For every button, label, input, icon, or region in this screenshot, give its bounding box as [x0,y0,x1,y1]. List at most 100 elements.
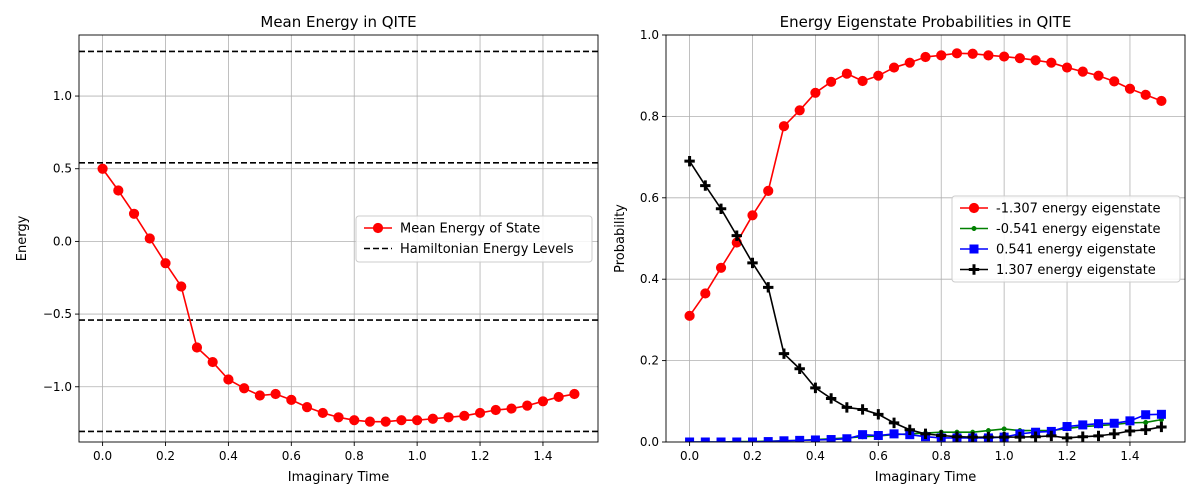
data-point [936,50,947,61]
legend-label: 0.541 energy eigenstate [996,243,1156,258]
x-tick-label: 1.0 [995,449,1014,463]
legend-swatch-marker [968,202,980,214]
data-point [763,185,774,196]
data-point [317,407,328,419]
legend-label: 1.307 energy eigenstate [996,263,1156,278]
data-point [983,50,994,61]
data-point [1001,426,1007,432]
data-point [1109,418,1119,428]
data-point [857,404,868,415]
plot-contents [684,48,1167,442]
chart-0: 0.0 0.2 0.4 0.6 0.8 1.0 1.2 1.4 −1.0 −0.5 0.0 0.5 1.… [15,13,599,485]
data-point [1143,419,1149,426]
data-point [873,409,884,420]
x-tick-label: 0.2 [156,449,175,463]
data-point [888,417,900,429]
data-point [1030,55,1041,66]
data-point [810,382,821,394]
data-point [1093,430,1104,442]
x-tick-label: 1.4 [1120,449,1139,463]
data-point [920,51,931,63]
data-point [239,383,250,394]
data-point [841,402,853,413]
x-tick-label: 0.6 [869,449,888,463]
legend-swatch-marker [372,222,384,234]
axes-frame [665,34,1186,443]
data-point [779,436,789,442]
x-tick-label: 1.4 [533,449,552,463]
x-tick-label: 0.8 [932,449,951,463]
data-point [731,230,742,241]
data-point [715,203,727,214]
data-point [888,62,900,73]
data-point [983,431,994,442]
x-tick-label: 1.2 [1057,449,1076,463]
legend: Mean Energy of State Hamiltonian Energy L… [355,215,593,263]
axes-frame [78,34,599,443]
data-point [904,57,915,68]
data-point [1046,430,1057,442]
data-point [144,233,155,244]
data-point [160,258,171,269]
y-tick-label: 0.4 [640,272,659,286]
data-point [684,155,695,167]
data-point [301,402,313,413]
data-point [506,403,517,414]
data-point [1140,89,1151,100]
series-0 [684,48,1167,321]
data-point [396,415,407,426]
legend-label: -0.541 energy eigenstate [996,222,1161,237]
data-point [427,413,438,424]
data-point [936,430,947,441]
data-point [207,356,218,368]
data-point [443,412,454,423]
data-point [1093,70,1104,81]
chart-title: Energy Eigenstate Probabilities in QITE [780,13,1072,31]
plot-contents [79,50,598,433]
legend-label: Hamiltonian Energy Levels [400,242,574,257]
data-point [349,415,360,426]
data-point [459,410,470,421]
data-point [223,374,234,385]
data-point [553,391,564,403]
x-tick-label: 0.2 [743,449,762,463]
data-point [1109,428,1120,440]
data-point [904,424,915,435]
data-point [826,76,837,87]
data-point [176,281,187,292]
data-point [1156,95,1167,107]
chart-title: Mean Energy in QITE [260,13,416,31]
data-point [747,210,758,221]
data-point [920,428,931,440]
data-point [826,435,836,442]
data-point [1014,431,1026,442]
y-axis-label: Energy [15,215,30,261]
y-tick-label: 0.8 [640,109,659,123]
data-point [1077,66,1088,77]
y-tick-label: 0.2 [640,354,659,368]
series-3 [684,155,1167,442]
data-point [1125,416,1135,426]
chart-1: 0.0 0.2 0.4 0.6 0.8 1.0 1.2 1.4 0.0 0.2 0.4 0.6 0.8 1… [613,13,1186,485]
data-point [1156,421,1167,433]
data-point [97,163,108,174]
data-point [1156,409,1166,419]
data-point [1124,425,1136,437]
data-point [794,105,805,116]
x-tick-label: 1.2 [470,449,489,463]
data-point [778,348,790,359]
data-point [1109,76,1120,87]
data-point [873,70,884,81]
x-tick-label: 0.6 [282,449,301,463]
x-axis-label: Imaginary Time [288,470,390,485]
data-point [967,48,978,59]
data-point [333,412,344,423]
legend: -1.307 energy eigenstate -0.541 energy ei… [951,195,1181,283]
x-axis-label: Imaginary Time [875,470,977,485]
y-tick-label: 0.6 [640,191,659,205]
data-point [873,430,883,440]
data-point [967,431,978,442]
data-point [841,68,852,79]
data-point [191,342,203,353]
legend-swatch-marker [968,264,980,275]
